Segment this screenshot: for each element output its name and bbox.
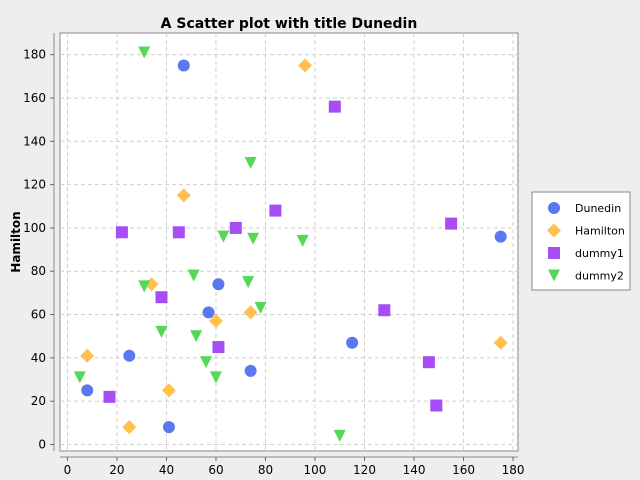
point-dummy2	[190, 330, 203, 343]
point-dummy1	[445, 217, 458, 230]
point-dummy1	[155, 291, 168, 304]
point-dunedin	[162, 421, 175, 434]
x-tick-label: 160	[452, 463, 475, 477]
point-dummy2	[244, 156, 257, 169]
plot-area	[59, 32, 519, 452]
point-dummy1	[328, 100, 341, 113]
point-hamilton	[493, 335, 508, 350]
y-tick-label: 120	[23, 178, 46, 192]
y-tick-label: 100	[23, 221, 46, 235]
y-tick-label: 140	[23, 134, 46, 148]
point-hamilton	[208, 314, 223, 329]
x-tick-label: 20	[109, 463, 124, 477]
point-dummy2	[209, 371, 222, 384]
point-hamilton	[243, 305, 258, 320]
point-dummy1	[172, 226, 185, 239]
legend-label-dunedin: Dunedin	[575, 202, 621, 215]
point-dunedin	[177, 59, 190, 72]
point-hamilton	[298, 58, 313, 73]
point-dummy2	[200, 356, 213, 369]
point-dummy1	[212, 341, 225, 354]
x-tick-label: 40	[159, 463, 174, 477]
point-dummy2	[296, 234, 309, 247]
y-tick-label: 180	[23, 48, 46, 62]
point-dummy2	[217, 230, 230, 243]
legend-marker-dunedin	[548, 202, 560, 214]
point-dunedin	[346, 336, 359, 349]
x-tick-label: 140	[403, 463, 426, 477]
x-tick-label: 180	[502, 463, 525, 477]
x-tick-label: 0	[64, 463, 72, 477]
y-tick-label: 80	[31, 264, 46, 278]
point-dunedin	[244, 364, 257, 377]
point-hamilton	[161, 383, 176, 398]
point-dummy2	[254, 302, 267, 315]
point-dummy1	[430, 399, 443, 412]
x-tick-label: 120	[353, 463, 376, 477]
y-tick-label: 160	[23, 91, 46, 105]
chart-title: A Scatter plot with title Dunedin	[161, 16, 418, 32]
legend-label-dummy1: dummy1	[575, 247, 624, 260]
point-dummy2	[333, 429, 346, 442]
y-tick-label: 20	[31, 394, 46, 408]
y-tick-label: 0	[38, 438, 46, 452]
point-dummy2	[155, 325, 168, 338]
point-dummy2	[242, 276, 255, 289]
point-dunedin	[212, 278, 225, 291]
point-dummy1	[115, 226, 128, 239]
point-dummy1	[269, 204, 282, 217]
point-dunedin	[494, 230, 507, 243]
legend-label-hamilton: Hamilton	[575, 225, 625, 238]
point-dunedin	[81, 384, 94, 397]
y-tick-label: 60	[31, 308, 46, 322]
point-hamilton	[80, 348, 95, 363]
x-tick-label: 80	[258, 463, 273, 477]
legend-marker-dummy1	[548, 247, 560, 259]
point-dummy1	[229, 221, 242, 234]
point-hamilton	[176, 188, 191, 203]
point-dummy2	[247, 232, 260, 245]
point-dummy1	[422, 356, 435, 369]
y-axis-label: Hamilton	[9, 211, 23, 272]
point-dummy1	[103, 390, 116, 403]
y-tick-label: 40	[31, 351, 46, 365]
legend-label-dummy2: dummy2	[575, 270, 624, 283]
x-tick-label: 60	[208, 463, 223, 477]
point-dummy1	[378, 304, 391, 317]
point-hamilton	[122, 420, 137, 435]
point-dunedin	[202, 306, 215, 319]
x-tick-label: 100	[304, 463, 327, 477]
point-dummy2	[73, 371, 86, 384]
point-dunedin	[123, 349, 136, 362]
legend-marker-hamilton	[547, 223, 561, 238]
point-dummy2	[138, 280, 151, 293]
point-dummy2	[187, 269, 200, 282]
point-dummy2	[138, 46, 151, 59]
legend-marker-dummy2	[548, 269, 560, 282]
